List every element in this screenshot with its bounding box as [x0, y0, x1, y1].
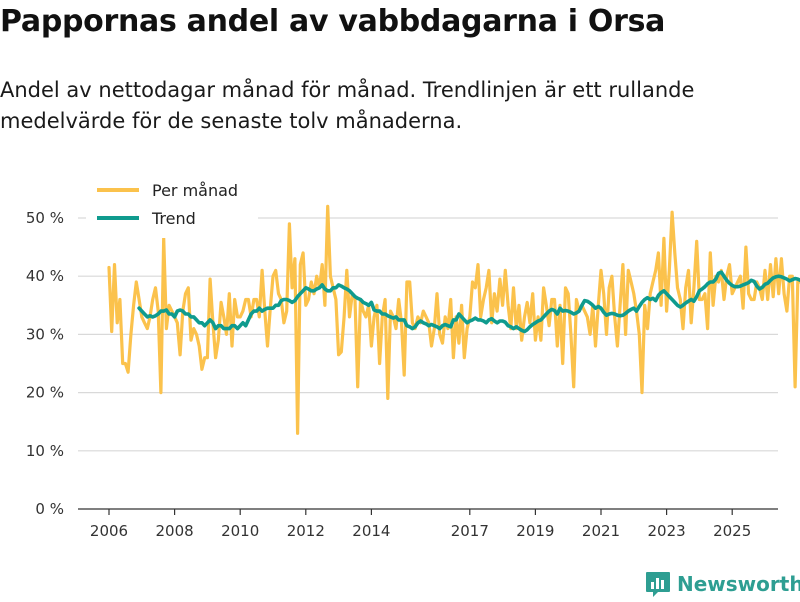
x-tick-label: 2017: [451, 522, 489, 540]
x-tick-label: 2023: [648, 522, 686, 540]
gridlines: [78, 217, 778, 452]
y-tick-label: 40 %: [26, 267, 64, 285]
newsworthy-brand[interactable]: Newsworthy: [645, 566, 800, 602]
legend-label-trend: Trend: [151, 209, 196, 228]
chart-subtitle: Andel av nettodagar månad för månad. Tre…: [0, 78, 695, 133]
x-tick-label: 2025: [713, 522, 751, 540]
legend-label-per-manad: Per månad: [152, 181, 238, 200]
axes: 0 % 10 % 20 % 30 % 40 % 50 % 2006 2008 2010 2012 2…: [26, 209, 778, 540]
y-tick-label: 0 %: [35, 500, 64, 518]
y-tick-label: 10 %: [26, 442, 64, 460]
x-tick-label: 2021: [582, 522, 620, 540]
series-line-trend: [137, 270, 800, 334]
y-tick-label: 50 %: [26, 209, 64, 227]
y-tick-label: 30 %: [26, 325, 64, 343]
series-group: [107, 204, 800, 435]
bar-chart-logo-icon: [646, 572, 670, 597]
x-tick-label: 2012: [287, 522, 325, 540]
legend: Per månad Trend: [86, 176, 258, 238]
x-tick-label: 2008: [156, 522, 194, 540]
x-tick-label: 2010: [221, 522, 259, 540]
series-line-per-manad: [107, 204, 800, 435]
y-tick-label: 20 %: [26, 384, 64, 402]
legend-background: [86, 176, 258, 238]
brand-name: Newsworthy: [677, 572, 800, 596]
x-tick-label: 2014: [352, 522, 390, 540]
x-tick-label: 2006: [90, 522, 128, 540]
chart-title: Pappornas andel av vabbdagarna i Orsa: [0, 4, 666, 39]
x-tick-label: 2019: [516, 522, 554, 540]
